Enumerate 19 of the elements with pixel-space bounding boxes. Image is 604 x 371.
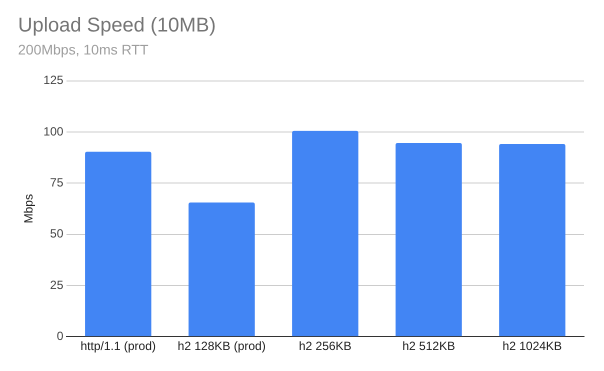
x-tick-label: h2 1024KB (502, 339, 562, 354)
x-tick-label: h2 256KB (298, 339, 352, 354)
y-tick-label: 125 (43, 73, 64, 88)
y-axis-title: Mbps (22, 194, 36, 224)
bar (85, 152, 152, 336)
chart-subtitle: 200Mbps, 10ms RTT (18, 41, 149, 58)
y-tick-label: 25 (50, 278, 64, 292)
bar (188, 202, 255, 336)
x-tick-label: h2 512KB (402, 339, 456, 354)
bar (396, 143, 462, 336)
bar (499, 144, 566, 336)
y-tick-label: 100 (43, 124, 64, 138)
y-tick-label: 75 (50, 175, 64, 190)
y-tick-label: 0 (56, 328, 64, 343)
x-tick-label: http/1.1 (prod) (80, 339, 156, 354)
bar (292, 130, 358, 336)
x-tick-label: h2 128KB (prod) (178, 339, 266, 354)
y-tick-label: 50 (50, 226, 64, 241)
chart-title: Upload Speed (10MB) (18, 14, 216, 37)
